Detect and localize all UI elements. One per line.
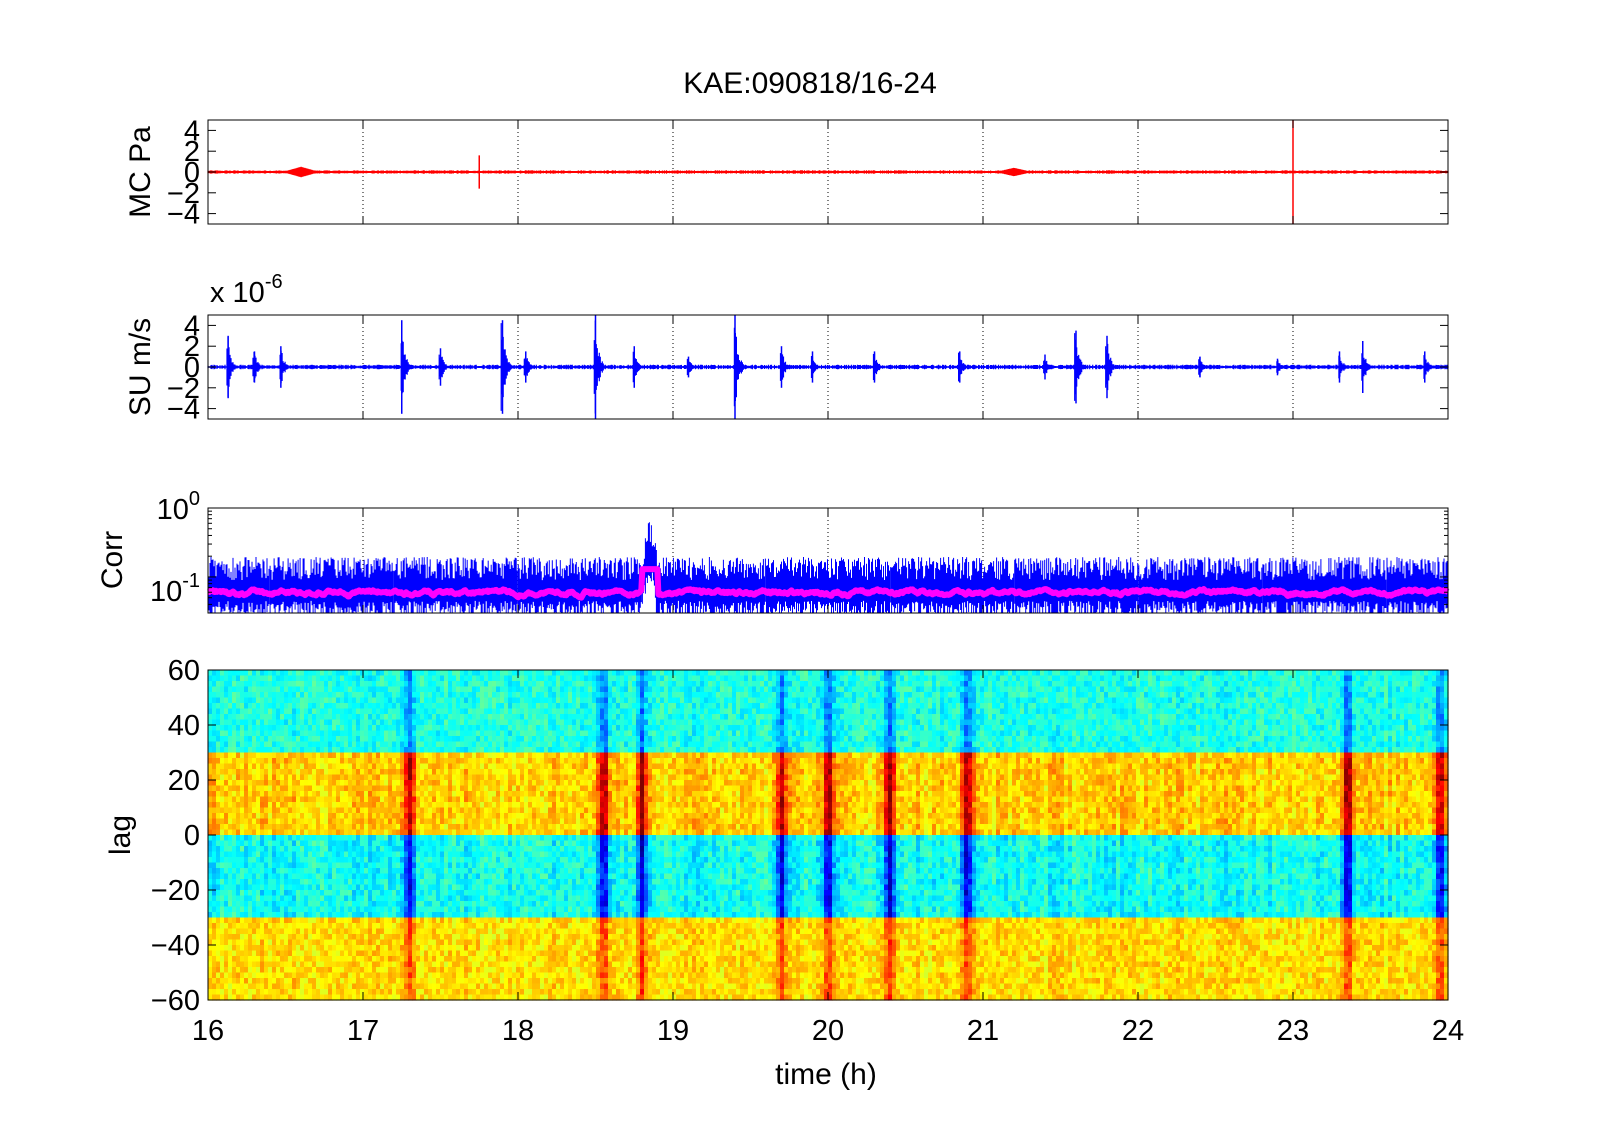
su-axes-frame [207, 314, 1449, 420]
y-tick-label: −4 [167, 394, 200, 426]
y-tick-label: −2 [167, 178, 200, 210]
y-tick-label: 4 [184, 115, 200, 147]
x-tick-label: 23 [1277, 1015, 1309, 1047]
y-tick-label: −20 [151, 875, 200, 907]
mc-pressure-panel: 420−2−4 MC Pa [124, 115, 1449, 231]
y-tick-label: 0 [184, 820, 200, 852]
y-tick-label: 4 [184, 310, 200, 342]
su-exponent-label: x 10-6 [210, 271, 283, 309]
y-tick-label: 2 [184, 136, 200, 168]
y-tick-label: 0 [184, 352, 200, 384]
x-tick-label: 16 [192, 1015, 224, 1047]
mc-axes-frame [207, 119, 1449, 225]
y-tick-label: −4 [167, 199, 200, 231]
mc-ylabel: MC Pa [124, 126, 157, 218]
y-tick-label: 20 [168, 765, 200, 797]
figure-title: KAE:090818/16-24 [683, 67, 937, 100]
x-tick-label: 17 [347, 1015, 379, 1047]
x-axis-label: time (h) [775, 1058, 877, 1091]
x-tick-label: 22 [1122, 1015, 1154, 1047]
y-tick-label: −2 [167, 373, 200, 405]
corr-ylabel: Corr [96, 531, 129, 589]
y-tick-label: 40 [168, 710, 200, 742]
corr-ytick-label-bottom: 10-1 [150, 570, 200, 608]
y-tick-label: 0 [184, 157, 200, 189]
lag-ylabel: lag [104, 815, 137, 855]
x-tick-label: 18 [502, 1015, 534, 1047]
lag-axes-frame [207, 669, 1449, 1001]
y-tick-label: −40 [151, 930, 200, 962]
y-tick-label: 60 [168, 655, 200, 687]
x-tick-label: 19 [657, 1015, 689, 1047]
y-tick-label: 2 [184, 331, 200, 363]
lag-heatmap-cells [208, 670, 1449, 1001]
correlation-panel: Corr 100 10-1 [96, 488, 1450, 614]
x-tick-label: 21 [967, 1015, 999, 1047]
corr-ytick-label-top: 100 [157, 488, 200, 526]
corr-axes-frame [207, 507, 1449, 614]
su-ylabel: SU m/s [124, 318, 157, 416]
x-tick-label: 20 [812, 1015, 844, 1047]
x-tick-label: 24 [1432, 1015, 1464, 1047]
y-tick-label: −60 [151, 985, 200, 1017]
corr-magenta-trace [206, 566, 1450, 601]
su-exponent-power: -6 [265, 271, 283, 293]
su-velocity-panel: 420−2−4 SU m/s x 10-6 [124, 271, 1449, 426]
